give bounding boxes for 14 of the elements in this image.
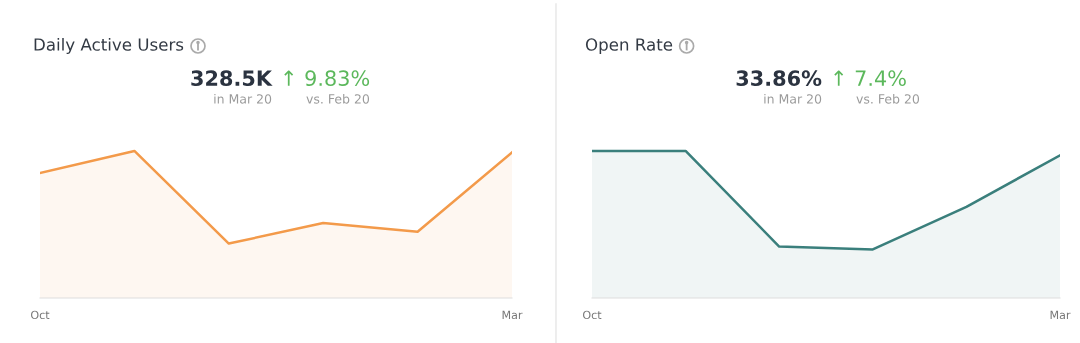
x-tick-label: Mar <box>1050 310 1071 320</box>
text: ↑ 7.4% <box>834 70 906 87</box>
x-tick-label: Mar <box>502 310 523 320</box>
text: ↑ 9.83% <box>284 70 370 87</box>
chart-title: Open Rate <box>585 38 673 55</box>
x-tick-label: Oct <box>583 310 602 320</box>
text: in Mar 20 <box>214 93 272 104</box>
x-tick-label: Oct <box>31 310 50 320</box>
text: vs. Feb 20 <box>856 93 920 104</box>
text: vs. Feb 20 <box>306 93 370 104</box>
chart-title: Daily Active Users <box>34 37 184 55</box>
text: 328.5K <box>191 70 273 87</box>
text: 33.86% <box>736 70 822 87</box>
text: in Mar 20 <box>764 93 822 104</box>
